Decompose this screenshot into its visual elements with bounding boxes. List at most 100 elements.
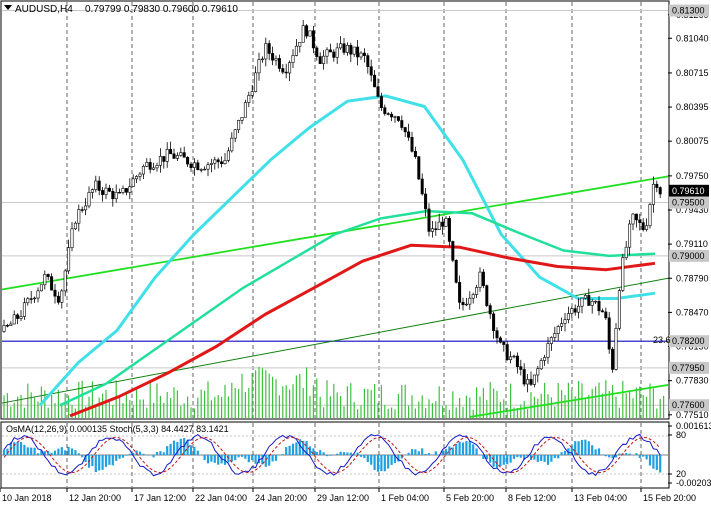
price-badge-label: 0.77950 bbox=[672, 363, 705, 373]
candle-body bbox=[366, 55, 370, 68]
osma-bar bbox=[251, 455, 254, 461]
candle-body bbox=[90, 189, 94, 193]
osma-bar bbox=[543, 455, 546, 462]
upper-trend-line bbox=[1, 175, 669, 291]
osma-bar bbox=[70, 448, 74, 455]
osma-bar bbox=[152, 455, 155, 458]
candle-body bbox=[522, 369, 526, 385]
osma-bar bbox=[584, 439, 587, 455]
candle-body bbox=[658, 187, 662, 195]
osma-bar bbox=[329, 455, 332, 456]
candle-body bbox=[216, 159, 220, 163]
candle-body bbox=[634, 213, 638, 221]
candle-body bbox=[444, 218, 448, 227]
candle-body bbox=[390, 113, 394, 118]
osma-bar bbox=[264, 455, 267, 467]
ema-slow-line bbox=[69, 243, 656, 418]
candle-body bbox=[135, 176, 139, 180]
candle-body bbox=[325, 49, 329, 57]
osma-bar bbox=[421, 448, 424, 455]
candle-body bbox=[577, 305, 581, 313]
osc-tick-label: 20 bbox=[676, 469, 686, 479]
osma-bar bbox=[482, 455, 485, 460]
x-tick-label: 8 Feb 12:00 bbox=[508, 493, 556, 503]
osma-bar bbox=[366, 455, 369, 463]
candle-body bbox=[485, 285, 489, 306]
candle-body bbox=[26, 298, 30, 304]
candle-body bbox=[342, 43, 346, 53]
osma-bar bbox=[387, 455, 390, 469]
osma-bar bbox=[298, 439, 301, 455]
price-badge-label: 0.77600 bbox=[672, 400, 705, 410]
osma-bar bbox=[349, 452, 352, 455]
candle-body bbox=[226, 150, 230, 161]
osma-bar bbox=[444, 449, 448, 455]
candle-body bbox=[94, 180, 98, 190]
osma-bar bbox=[288, 445, 291, 455]
candle-body bbox=[556, 326, 560, 334]
candle-body bbox=[349, 45, 353, 55]
osma-bar bbox=[16, 441, 19, 455]
candle-body bbox=[407, 131, 411, 138]
candle-body bbox=[413, 151, 417, 157]
candle-body bbox=[12, 314, 16, 325]
candle-body bbox=[345, 45, 349, 53]
osma-bar bbox=[475, 448, 478, 455]
osma-bar bbox=[125, 455, 128, 456]
osma-bar bbox=[618, 453, 621, 455]
y-tick-label: 0.80075 bbox=[676, 136, 709, 146]
osma-bar bbox=[274, 455, 278, 461]
candle-body bbox=[277, 58, 281, 69]
candle-body bbox=[233, 129, 237, 139]
candle-body bbox=[284, 71, 288, 74]
price-badge-label: 0.79500 bbox=[672, 198, 705, 208]
candle-body bbox=[573, 308, 577, 313]
osma-bar bbox=[529, 455, 533, 460]
candle-body bbox=[468, 297, 472, 305]
candle-body bbox=[206, 164, 210, 170]
candle-body bbox=[617, 290, 621, 329]
candle-body bbox=[56, 295, 60, 303]
osma-bar bbox=[553, 455, 556, 459]
x-tick-label: 15 Feb 20:00 bbox=[643, 493, 696, 503]
candle-body bbox=[203, 168, 207, 171]
osma-bar bbox=[342, 452, 346, 455]
osma-bar bbox=[210, 455, 213, 462]
candle-body bbox=[77, 209, 81, 224]
candle-body bbox=[63, 270, 67, 292]
candle-body bbox=[230, 137, 234, 152]
oscillator-label: OsMA(12,26,9) 0.000135 Stoch(5,3,3) 84.4… bbox=[6, 424, 229, 434]
osma-bar bbox=[536, 455, 539, 462]
price-badge bbox=[669, 249, 709, 262]
osma-bar bbox=[591, 445, 594, 455]
osma-bar bbox=[370, 455, 373, 465]
x-tick-label: 1 Feb 04:00 bbox=[381, 493, 429, 503]
osma-bar bbox=[50, 452, 53, 455]
candle-body bbox=[318, 56, 322, 64]
osma-bar bbox=[254, 455, 257, 464]
candle-body bbox=[199, 169, 203, 171]
candle-body bbox=[424, 193, 428, 210]
x-tick-label: 5 Feb 20:00 bbox=[446, 493, 494, 503]
candle-body bbox=[29, 298, 33, 300]
candle-body bbox=[152, 167, 156, 170]
osma-bar bbox=[166, 446, 169, 455]
candle-body bbox=[186, 156, 190, 165]
osma-bar bbox=[33, 447, 36, 455]
candle-body bbox=[539, 360, 543, 370]
candle-body bbox=[549, 337, 553, 344]
candle-body bbox=[162, 156, 166, 162]
osma-bar bbox=[60, 447, 63, 455]
osma-bar bbox=[312, 448, 315, 455]
x-tick-label: 13 Feb 04:00 bbox=[574, 493, 627, 503]
candle-body bbox=[600, 310, 604, 313]
chart-menu-triangle-icon[interactable] bbox=[4, 5, 12, 10]
osma-bar bbox=[118, 455, 121, 459]
osma-bar bbox=[346, 452, 349, 455]
osma-bar bbox=[611, 455, 614, 459]
osma-bar bbox=[516, 455, 519, 458]
candle-body bbox=[291, 55, 295, 63]
osma-bar bbox=[237, 455, 240, 458]
osma-bar bbox=[441, 450, 444, 455]
